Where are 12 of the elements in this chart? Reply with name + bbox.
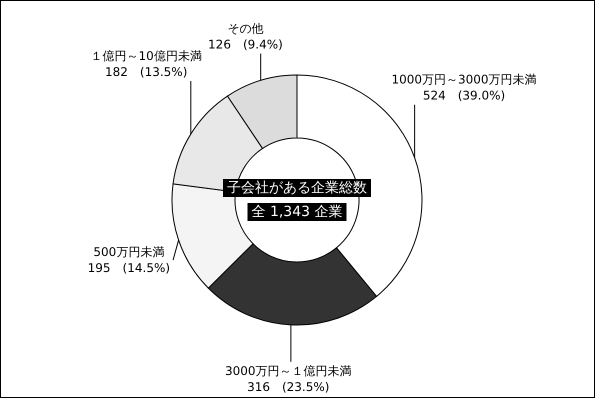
slice-label: その他 (227, 22, 264, 36)
text: 全 1,343 企業 (252, 204, 342, 220)
data-label: 182 (13.5%) (105, 65, 188, 80)
text: 子会社がある企業総数 (227, 180, 367, 196)
slice-label: 500万円未満 (93, 245, 164, 260)
data-label: 126 (9.4%) (208, 38, 283, 52)
slice-label: 3000万円～１億円未満 (225, 364, 352, 378)
slice-label: １億円～10億円未満 (90, 49, 202, 64)
slice-label: 1000万円～3000万円未満 (392, 72, 537, 87)
data-label: 195 (14.5%) (88, 261, 170, 276)
data-label: 316 (23.5%) (247, 380, 330, 394)
data-label: 524 (39.0%) (422, 88, 506, 103)
